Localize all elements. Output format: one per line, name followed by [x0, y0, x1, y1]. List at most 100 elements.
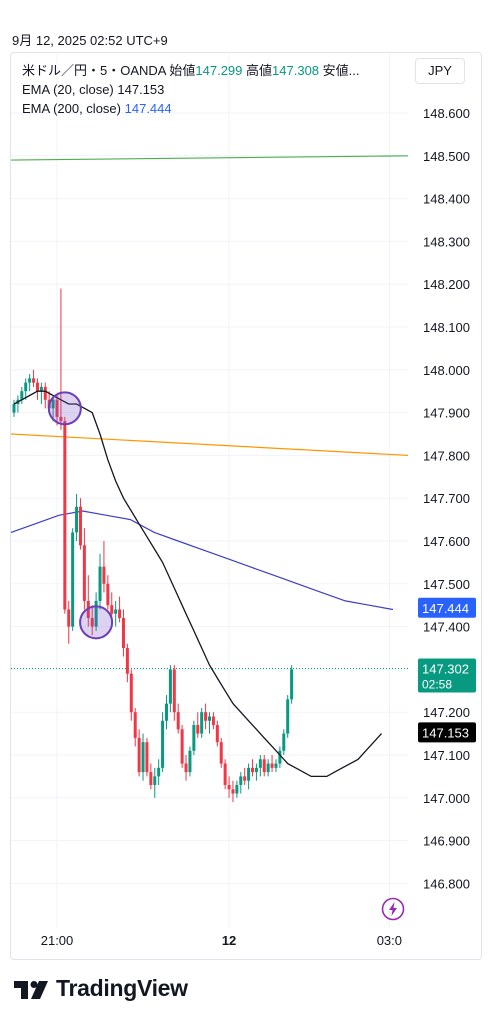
price-axis: 148.600 148.500 148.400 148.300 148.200 148.1…	[423, 106, 470, 891]
price-tick-label: 147.000	[423, 791, 470, 806]
open-value: 147.299	[195, 63, 243, 78]
candle-body	[63, 421, 67, 610]
candle-body	[51, 399, 55, 409]
candle-body	[223, 763, 227, 785]
currency-button[interactable]: JPY	[415, 58, 465, 84]
candle-body	[231, 789, 235, 794]
price-tick-label: 148.000	[423, 363, 470, 378]
legend: 米ドル／円・5・OANDA 始値147.299 高値147.308 安値... …	[22, 61, 360, 118]
candle-body	[28, 378, 32, 383]
price-label-value: 147.153	[422, 725, 469, 740]
candle-body	[286, 699, 290, 734]
horizontal-lines	[10, 155, 409, 670]
candle-body	[90, 618, 94, 627]
candle-body	[121, 618, 125, 648]
candle-body	[227, 784, 231, 790]
open-label: 始値	[169, 63, 196, 78]
symbol-label[interactable]: 米ドル／円・5・OANDA	[22, 63, 166, 78]
price-tick-label: 147.100	[423, 748, 470, 763]
low-label: 安値...	[322, 63, 360, 78]
chart-frame	[10, 52, 482, 960]
candle-body	[239, 776, 243, 785]
candle-body	[164, 703, 168, 721]
price-tick-label: 147.200	[423, 705, 470, 720]
candle-body	[172, 669, 176, 713]
price-tick-label: 147.700	[423, 491, 470, 506]
candle-body	[188, 750, 192, 773]
candle-body	[184, 763, 188, 773]
high-value: 147.308	[272, 63, 320, 78]
time-tick-label: 21:00	[41, 933, 74, 948]
ema200-value: 147.444	[124, 101, 172, 116]
highlight-circle	[47, 391, 82, 426]
candle-body	[78, 506, 82, 546]
tradingview-logo-icon	[14, 981, 48, 999]
candle-body	[145, 742, 149, 773]
ema20-line	[13, 390, 382, 778]
candle-body	[282, 733, 286, 751]
candle-body	[24, 382, 28, 392]
candle-body	[200, 712, 204, 734]
candle-body	[176, 712, 180, 730]
ema20-value: 147.153	[117, 82, 165, 97]
candle-body	[157, 767, 161, 777]
price-tick-label: 147.800	[423, 448, 470, 463]
time-axis: 21:00 12 03:0	[41, 933, 402, 948]
candle-body	[254, 767, 258, 773]
annotation-circles	[47, 391, 114, 640]
candle-body	[94, 600, 98, 627]
candle-body	[43, 386, 47, 400]
candle-body	[211, 716, 215, 726]
candle-body	[114, 609, 118, 614]
candle-body	[149, 772, 153, 785]
price-label-box	[418, 658, 476, 693]
price-label-countdown: 02:58	[422, 678, 452, 692]
price-tick-label: 148.400	[423, 192, 470, 207]
price-label-value: 147.302	[422, 662, 469, 677]
candle-body	[82, 545, 86, 601]
candle-body	[133, 712, 137, 738]
price-tick-label: 146.800	[423, 876, 470, 891]
candle-body	[110, 605, 114, 614]
price-label-box	[418, 722, 476, 743]
ema20-path	[13, 390, 382, 778]
candle-body	[125, 648, 129, 674]
candle-body	[39, 386, 43, 392]
high-label: 高値	[246, 63, 273, 78]
candle-body	[204, 712, 208, 721]
candle-body	[243, 776, 247, 781]
lightning-icon[interactable]	[381, 897, 405, 921]
candle-body	[208, 716, 211, 721]
price-tick-label: 148.300	[423, 234, 470, 249]
candle-body	[270, 763, 274, 768]
ema20-label[interactable]: EMA (20, close)	[22, 82, 114, 97]
price-tick-label: 146.900	[423, 834, 470, 849]
candle-body	[129, 673, 133, 713]
price-tick-label: 148.600	[423, 106, 470, 121]
candle-body	[106, 583, 110, 606]
candle-body	[137, 737, 141, 773]
candle-body	[12, 404, 16, 413]
candle-body	[251, 767, 255, 773]
price-tick-label: 147.600	[423, 534, 470, 549]
candle-body	[266, 763, 270, 773]
price-label-value: 147.444	[422, 601, 469, 616]
ema200-label[interactable]: EMA (200, close)	[22, 101, 121, 116]
candle-body	[219, 742, 223, 764]
candle-body	[35, 382, 39, 392]
brand-name: TradingView	[56, 975, 188, 1001]
candle-body	[215, 725, 219, 743]
time-tick-label: 03:0	[377, 933, 402, 948]
candle-body	[32, 378, 36, 383]
orange-level	[10, 433, 409, 456]
candle-body	[20, 391, 24, 400]
ema200-line	[10, 510, 394, 611]
candle-body	[235, 784, 239, 794]
chart-timestamp: 9月 12, 2025 02:52 UTC+9	[12, 33, 168, 48]
time-tick-label: 12	[222, 933, 236, 948]
candle-body	[290, 669, 294, 700]
price-tick-label: 148.100	[423, 320, 470, 335]
green-level	[10, 155, 409, 161]
candle-body	[102, 566, 106, 584]
